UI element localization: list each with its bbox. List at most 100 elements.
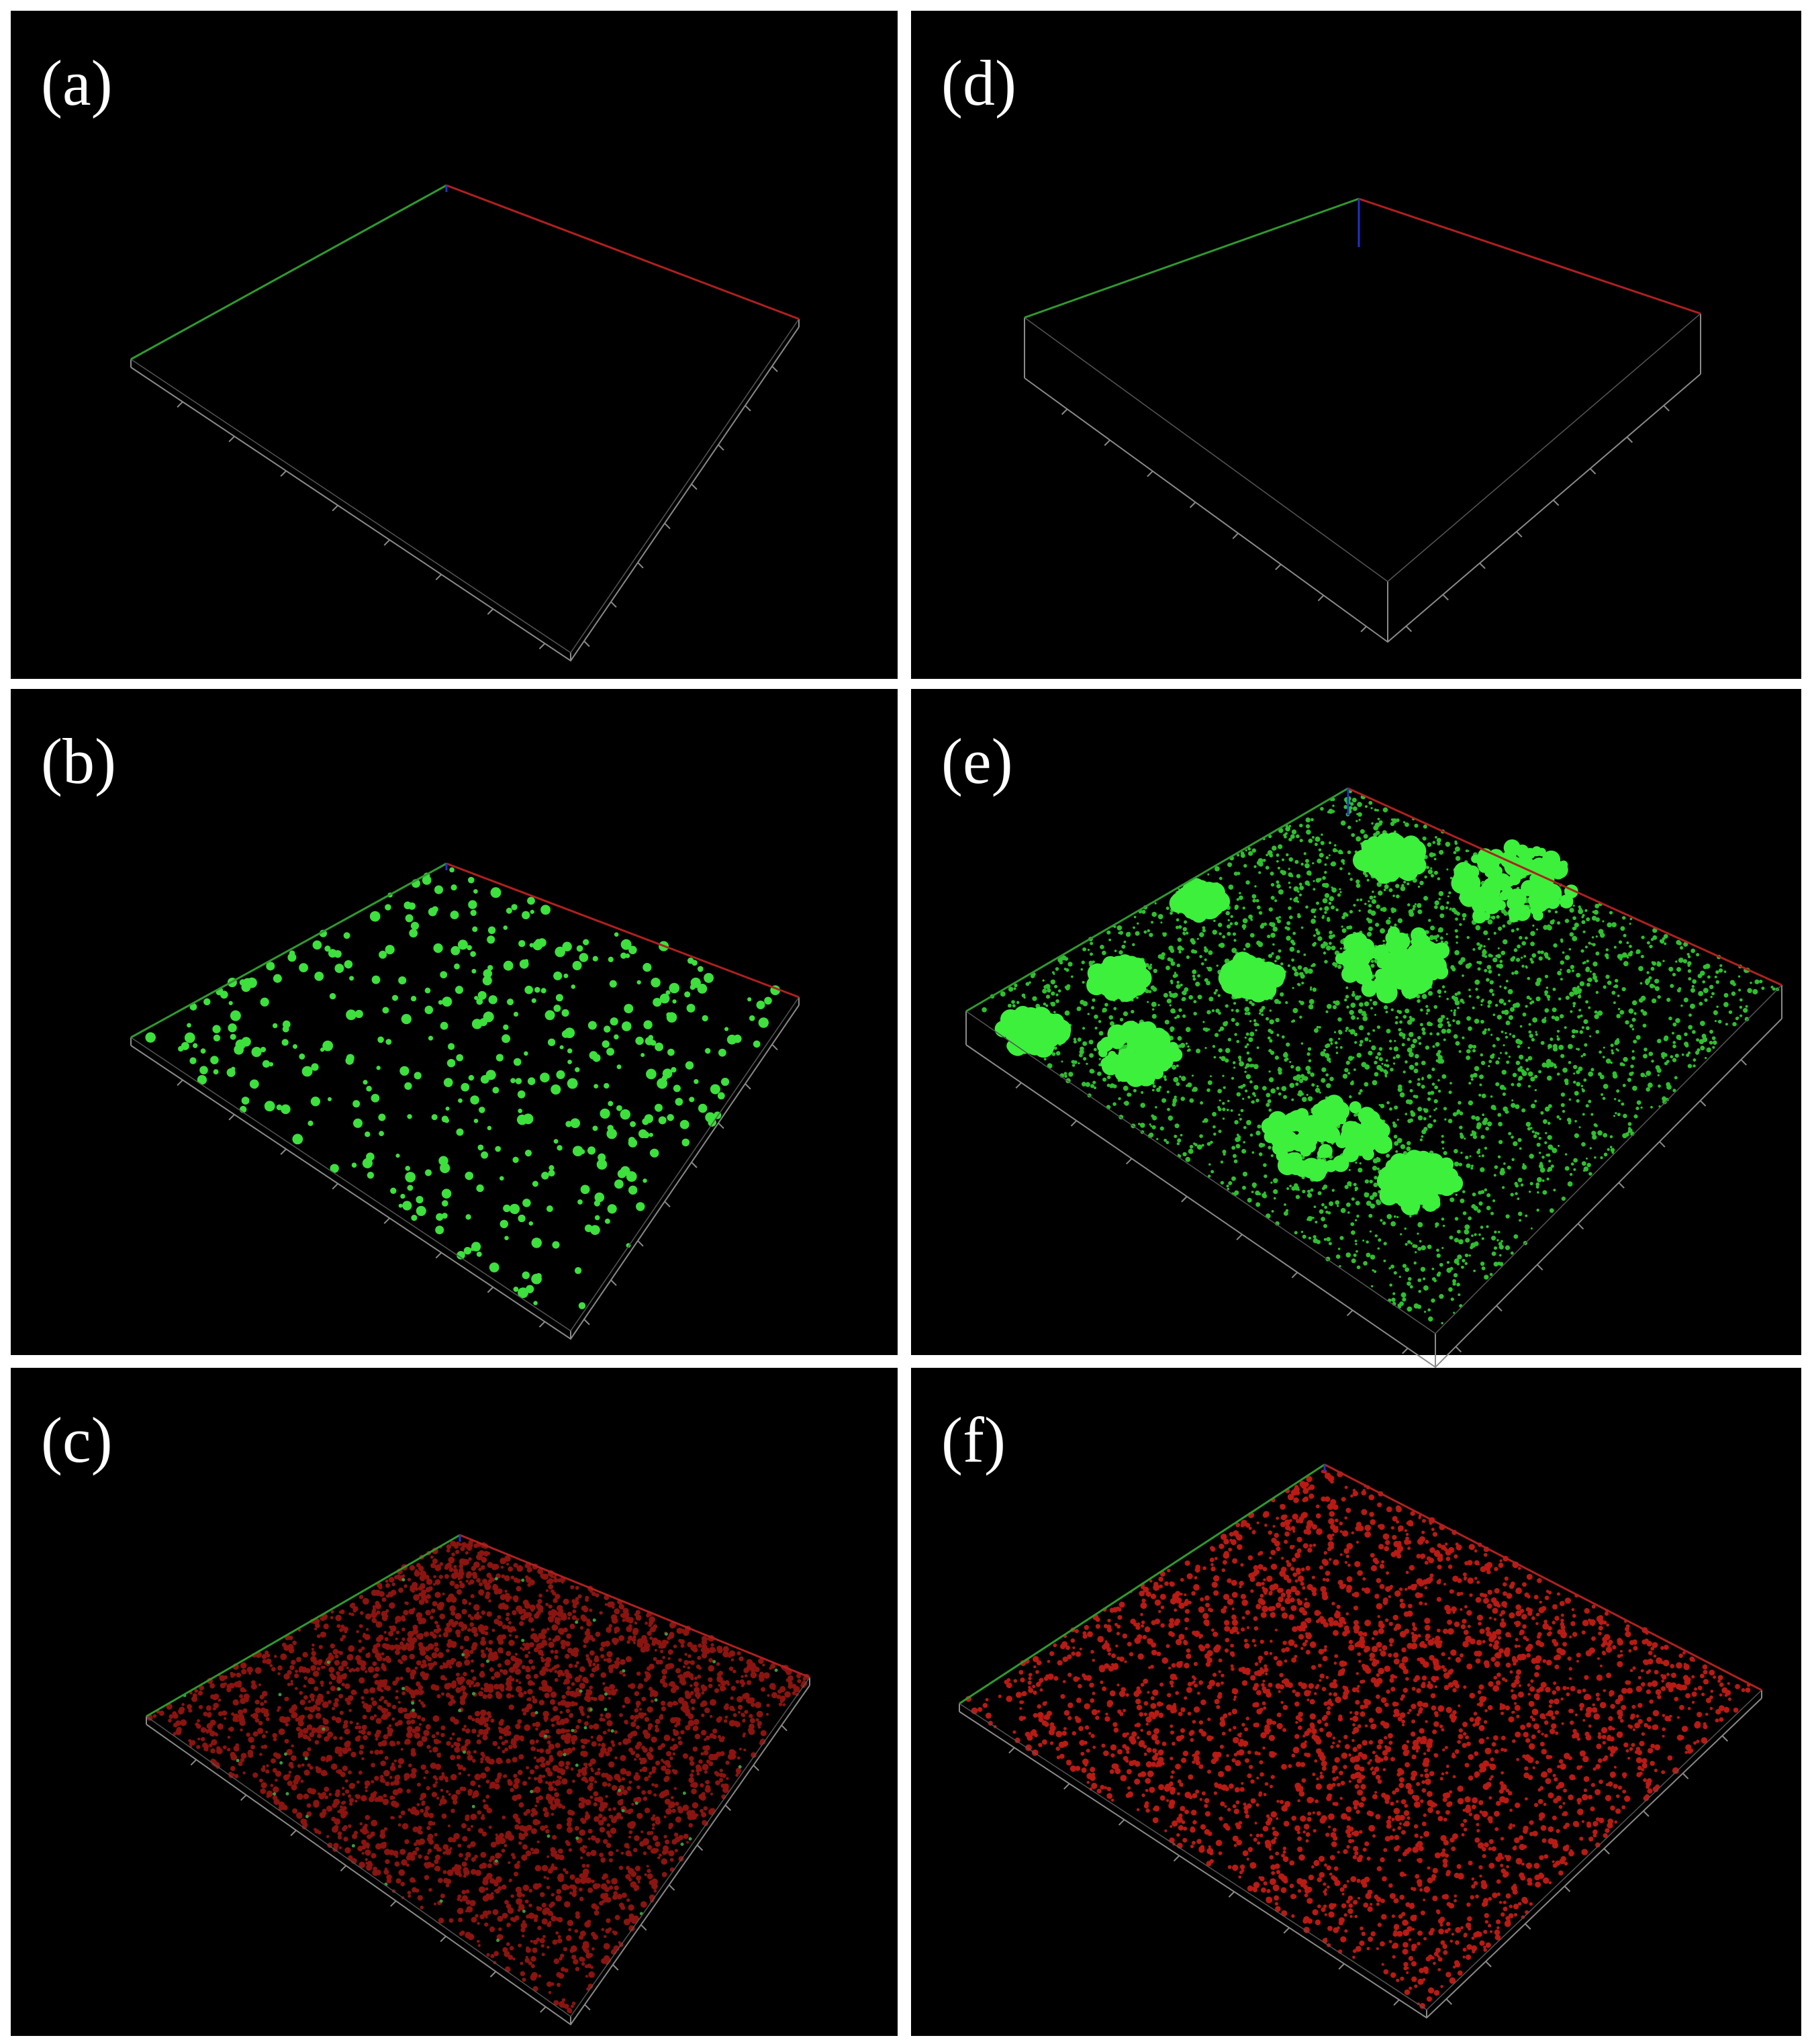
cell (1616, 1089, 1620, 1093)
cell (335, 1716, 342, 1724)
cell (1644, 1075, 1647, 1078)
cell (459, 1899, 463, 1902)
cell (1051, 971, 1055, 974)
cell (1227, 862, 1233, 868)
cell (1345, 986, 1349, 990)
cell (1441, 1135, 1444, 1138)
cell (575, 1597, 579, 1601)
cell (236, 1672, 242, 1678)
cell (622, 1673, 626, 1677)
box-edge (130, 996, 800, 1332)
cell (428, 1666, 433, 1671)
cell (1582, 1053, 1586, 1057)
cell (1505, 1020, 1511, 1025)
cell (1151, 1014, 1157, 1019)
cell (646, 1865, 649, 1868)
cell (216, 1762, 220, 1766)
cell (1675, 960, 1678, 963)
cell (615, 1776, 618, 1779)
cell (1140, 1103, 1146, 1108)
cell (634, 1691, 640, 1696)
cell (1547, 1121, 1551, 1125)
cell (689, 1691, 694, 1695)
cell (647, 1845, 653, 1850)
cell (379, 1591, 385, 1597)
cell (1347, 1211, 1350, 1214)
cell (581, 1798, 587, 1804)
cell (510, 1078, 516, 1084)
cell (1657, 1074, 1660, 1076)
cell (606, 1843, 612, 1849)
cell (709, 1808, 716, 1814)
cell (616, 1657, 620, 1661)
cell (272, 1768, 277, 1773)
cell (594, 1215, 600, 1221)
cell (459, 1645, 464, 1650)
cell (1480, 1225, 1484, 1229)
cell (571, 1682, 575, 1686)
cell (608, 1833, 612, 1838)
cell (1200, 962, 1204, 966)
cell (240, 1662, 247, 1669)
cell (338, 1846, 342, 1849)
cell (502, 1750, 506, 1754)
cell (541, 1953, 545, 1957)
cell (1439, 849, 1444, 855)
cell (1163, 1075, 1167, 1079)
cell (603, 1892, 609, 1898)
cell (393, 1759, 397, 1763)
cell (616, 1105, 622, 1111)
cell (526, 1665, 530, 1670)
cell (617, 1800, 624, 1806)
cell (1289, 1061, 1292, 1064)
cell (485, 1646, 489, 1651)
cell (528, 1651, 531, 1655)
cell (579, 1888, 583, 1892)
cell (501, 1574, 506, 1579)
cell (1204, 958, 1207, 962)
cell (509, 1634, 512, 1637)
cell (1346, 1005, 1349, 1009)
cell (363, 1734, 368, 1740)
cell (750, 1671, 757, 1679)
cell (418, 1642, 424, 1648)
cell (591, 1741, 597, 1747)
axis-tick (691, 483, 698, 490)
cell (593, 1910, 600, 1916)
cell (1270, 1088, 1276, 1094)
cell (342, 1626, 348, 1632)
cell (1439, 1262, 1443, 1267)
cell (273, 974, 282, 983)
cell (530, 1963, 535, 1969)
cell (320, 1631, 326, 1638)
cell (1276, 853, 1280, 857)
cell (451, 1732, 455, 1736)
cell (1453, 851, 1457, 855)
cell (330, 1675, 336, 1681)
cell (260, 1707, 267, 1714)
cell (1473, 1269, 1476, 1272)
cell (647, 1869, 651, 1873)
cell (434, 1777, 438, 1781)
cell (651, 978, 661, 988)
cell (510, 1894, 514, 1898)
cell (593, 1816, 600, 1822)
cell (216, 1746, 221, 1751)
cell (1340, 820, 1346, 826)
cell (486, 1872, 493, 1879)
cell (340, 1609, 345, 1614)
cell (642, 1178, 647, 1183)
cell (483, 1582, 490, 1589)
cell (665, 990, 671, 995)
cell (391, 1582, 396, 1587)
cell (662, 1656, 666, 1659)
cell (632, 1630, 636, 1635)
cell (491, 1676, 495, 1680)
cell (540, 904, 551, 915)
cell (671, 1747, 675, 1751)
cell (359, 1677, 365, 1684)
cell (349, 1654, 353, 1658)
cell (456, 1755, 461, 1760)
cell (1386, 1213, 1392, 1219)
cell (620, 1606, 624, 1610)
